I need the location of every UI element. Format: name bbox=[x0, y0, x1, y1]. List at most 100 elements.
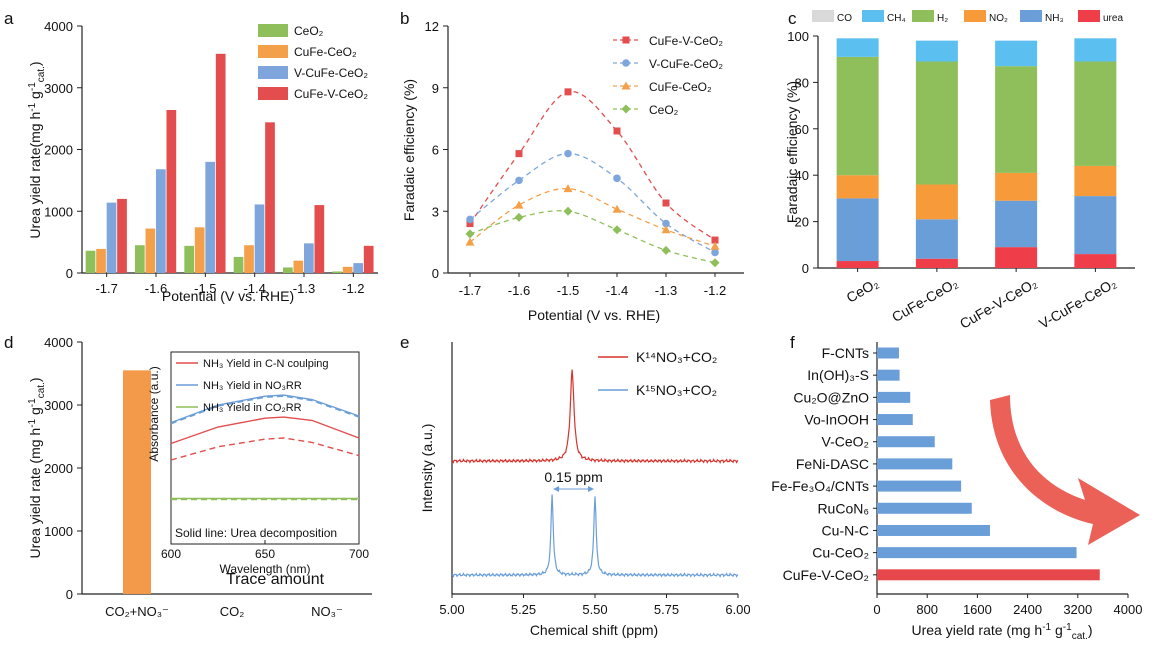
panel-d-label: d bbox=[4, 333, 13, 352]
panel-c-bar-segment bbox=[836, 38, 879, 57]
separation-arrowhead bbox=[553, 486, 560, 492]
panel-d-y-tick-label: 2000 bbox=[44, 461, 73, 476]
panel-c-y-tick-label: 100 bbox=[787, 29, 809, 44]
panel-f-x-tick-label: 2400 bbox=[1013, 602, 1042, 617]
panel-c-legend-label: H₂ bbox=[937, 13, 948, 24]
panel-c-bar-segment bbox=[915, 61, 958, 185]
panel-a-bar bbox=[254, 204, 265, 273]
panel-f-bar bbox=[877, 347, 899, 359]
panel-d-bar bbox=[123, 370, 151, 594]
separation-label: 0.15 ppm bbox=[544, 469, 602, 485]
panel-a-y-tick-label: 1000 bbox=[44, 204, 73, 219]
panel-c-bar-segment bbox=[915, 258, 958, 268]
panel-a-bar bbox=[166, 109, 177, 273]
panel-a-bars bbox=[85, 53, 374, 273]
panel-f-bars: F-CNTs In(OH)₃-S Cu₂O@ZnO Vo-InOOH V-CeO₂ FeN… bbox=[771, 345, 1100, 583]
panel-b-y-tick-label: 12 bbox=[425, 19, 439, 34]
panel-b-point bbox=[710, 258, 720, 268]
panel-c-bar-segment bbox=[995, 40, 1038, 67]
panel-a-y-tick-label: 3000 bbox=[44, 81, 73, 96]
panel-d-bars bbox=[123, 370, 151, 594]
panel-f-category-label: V-CeO₂ bbox=[822, 434, 869, 450]
panel-c-bar-segment bbox=[915, 184, 958, 220]
panel-c-y-ticks: 0 20 40 60 80 100 bbox=[787, 29, 818, 276]
panel-c-bar-segment bbox=[836, 261, 879, 268]
panel-f-bar bbox=[877, 391, 911, 403]
panel-c-legend-label: NH₃ bbox=[1045, 13, 1064, 24]
panel-b-legend-label: CuFe-CeO₂ bbox=[649, 80, 712, 94]
panel-d-y-tick-label: 0 bbox=[66, 587, 73, 602]
panel-c-legend-label: CO bbox=[837, 13, 852, 24]
inset-y-label: Absorbance (a.u.) bbox=[147, 366, 161, 461]
peak-separation: 0.15 ppm bbox=[544, 469, 603, 492]
panel-b-x-tick-label: -1.4 bbox=[606, 283, 628, 298]
panel-b-y-ticks: 0 3 6 9 12 bbox=[425, 19, 448, 281]
panel-b-point bbox=[515, 176, 523, 185]
panel-c-y-tick-label: 80 bbox=[795, 75, 809, 90]
panel-c-bar-segment bbox=[836, 56, 879, 176]
trace-amount-annotation: Trace amount bbox=[226, 571, 325, 588]
panel-c-bar-segment bbox=[1074, 61, 1117, 166]
panel-b-x-tick-label: -1.3 bbox=[655, 283, 677, 298]
separation-arrowhead bbox=[588, 486, 594, 492]
panel-a-legend-label: CuFe-V-CeO₂ bbox=[294, 87, 368, 101]
inset-note: Solid line: Urea decomposition bbox=[175, 526, 337, 540]
panel-b-point bbox=[514, 212, 524, 222]
panel-b-label: b bbox=[400, 9, 409, 28]
panel-e-label: e bbox=[400, 333, 409, 352]
panel-c-bar-segment bbox=[995, 200, 1038, 248]
panel-b-x-tick-label: -1.2 bbox=[704, 283, 726, 298]
panel-c-bar-segment bbox=[1074, 165, 1117, 197]
panel-b-x-label: Potential (V vs. RHE) bbox=[528, 307, 660, 323]
panel-c-bar-segment bbox=[995, 66, 1038, 173]
panel-f-bar bbox=[877, 458, 953, 470]
panel-c-bar-segment bbox=[995, 172, 1038, 201]
panel-f-category-label: Fe-Fe₃O₄/CNTs bbox=[771, 478, 869, 494]
panel-a-x-tick-label: -1.3 bbox=[293, 281, 315, 296]
panel-b-fit-curve bbox=[469, 152, 716, 253]
panel-b-point bbox=[564, 88, 572, 96]
panel-f-bar bbox=[877, 524, 990, 536]
panel-b-series bbox=[465, 88, 720, 268]
panel-f-category-label: In(OH)₃-S bbox=[807, 367, 869, 383]
panel-b-point bbox=[662, 219, 670, 228]
panel-a-legend-swatch bbox=[258, 66, 288, 79]
panel-a-bar bbox=[342, 266, 353, 273]
panel-a-bar bbox=[215, 53, 226, 273]
inset-legend-label: NH₃ Yield in C-N coulping bbox=[203, 358, 329, 370]
panel-c-y-tick-label: 20 bbox=[795, 215, 809, 230]
panel-a-legend-swatch bbox=[258, 87, 288, 100]
inset-x-label: Wavelength (nm) bbox=[220, 562, 311, 576]
panel-a-bar bbox=[96, 248, 106, 273]
panel-a-legend-label: V-CuFe-CeO₂ bbox=[294, 66, 368, 80]
panel-d-y-label: Urea yield rate (mg h-1 g-1cat.) bbox=[27, 377, 47, 558]
panel-b-point bbox=[711, 236, 719, 244]
panel-c-y-tick-label: 40 bbox=[795, 168, 809, 183]
panel-a-x-tick-label: -1.4 bbox=[243, 281, 265, 296]
panel-c-legend-swatch bbox=[812, 10, 834, 22]
panel-c-y-tick-label: 0 bbox=[802, 261, 809, 276]
panel-f-category-label: CuFe-V-CeO₂ bbox=[783, 567, 869, 583]
panel-c-legend-label: CH₄ bbox=[887, 13, 906, 24]
panel-f-bar bbox=[877, 480, 962, 492]
panel-a-bar bbox=[184, 245, 195, 273]
panel-a-bar bbox=[205, 161, 216, 273]
panel-c-x-tick-label: CuFe-V-CeO₂ bbox=[957, 275, 1040, 332]
panel-d-x-ticks: CO₂+NO₃⁻ CO₂ NO₃⁻ bbox=[105, 604, 343, 619]
panel-c-legend-label: NO₂ bbox=[989, 13, 1008, 24]
panel-c-legend-swatch bbox=[1020, 10, 1042, 22]
panel-b-legend-label: V-CuFe-CeO₂ bbox=[649, 57, 723, 71]
panel-f-bar bbox=[877, 569, 1100, 581]
panel-b-x-tick-label: -1.7 bbox=[459, 283, 481, 298]
panel-a-y-ticks: 0 1000 2000 3000 4000 bbox=[44, 19, 82, 281]
panel-a-bar bbox=[332, 271, 343, 273]
panel-b-x-tick-label: -1.6 bbox=[508, 283, 530, 298]
panel-c-label: c bbox=[788, 9, 797, 28]
panel-f-x-tick-label: 800 bbox=[916, 602, 938, 617]
panel-a-x-ticks: -1.7 -1.6 -1.5 -1.4 -1.3 -1.2 bbox=[95, 273, 365, 296]
panel-a-y-tick-label: 2000 bbox=[44, 143, 73, 158]
panel-c-legend: CO CH₄ H₂ NO₂ NH₃ urea bbox=[812, 10, 1123, 24]
panel-c-legend-swatch bbox=[964, 10, 986, 22]
panel-e-x-tick-label: 5.00 bbox=[439, 602, 464, 617]
